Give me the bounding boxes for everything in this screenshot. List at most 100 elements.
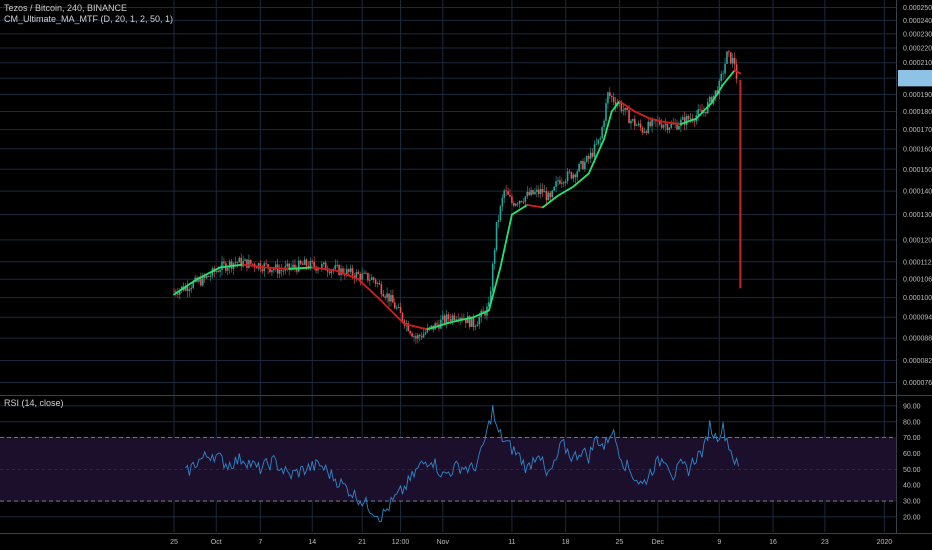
candle-body [559, 180, 561, 184]
candle-body [710, 96, 713, 104]
candle-body [474, 326, 477, 328]
candle-body [513, 202, 515, 206]
candle-body [647, 121, 650, 134]
candle-body [520, 200, 523, 202]
candle-body [303, 259, 306, 265]
candle-body [507, 191, 509, 195]
candle-body [346, 269, 348, 276]
candle-body [202, 275, 204, 286]
indicator-title[interactable]: CM_Ultimate_MA_MTF (D, 20, 1, 2, 50, 1) [4, 14, 174, 24]
candle-body [288, 263, 290, 270]
candle-body [384, 296, 386, 298]
candle-body [547, 192, 550, 201]
time-tick-label: 12:00 [392, 539, 410, 546]
rsi-tick-label: 70.00 [903, 435, 921, 442]
ma-segment [503, 240, 508, 251]
candle-body [495, 222, 498, 250]
candle-body [672, 123, 674, 125]
candle-body [359, 274, 362, 280]
candle-body [589, 152, 592, 159]
candle-body [317, 269, 319, 271]
candle-body [701, 109, 703, 113]
candle-body [244, 259, 246, 261]
candle-body [549, 192, 552, 198]
candle-body [205, 276, 208, 279]
candle-body [666, 123, 669, 131]
candle-body [518, 200, 521, 204]
candle-body [217, 270, 219, 272]
candle-body [417, 335, 419, 339]
ma-segment [509, 213, 513, 225]
rsi-axis[interactable]: 90.00 80.00 70.00 60.00 50.00 40.00 30.00 20.00 [903, 403, 921, 521]
candle-body [580, 161, 582, 164]
ma-segment [737, 71, 742, 75]
candle-body [491, 263, 494, 291]
candle-body [658, 120, 661, 125]
ma-segment [505, 231, 509, 242]
candle-body [190, 287, 193, 290]
symbol-title[interactable]: Tezos / Bitcoin, 240, BINANCE [4, 3, 128, 13]
candle-body [676, 123, 678, 130]
candle-body [541, 188, 544, 193]
candle-body [305, 259, 308, 267]
ma-segment [493, 280, 498, 290]
candle-body [524, 196, 527, 202]
candle-body [697, 109, 699, 116]
candle-body [278, 269, 281, 274]
candle-body [357, 272, 360, 275]
candle-body [670, 123, 673, 128]
candle-body [683, 117, 686, 125]
candle-body [599, 138, 602, 140]
time-tick-label: 16 [769, 539, 777, 546]
candle-body [714, 90, 717, 96]
time-tick-label: 23 [821, 539, 829, 546]
candle-body [630, 120, 632, 124]
candle-body [586, 156, 588, 162]
candle-body [382, 294, 385, 297]
candle-body [186, 286, 189, 292]
candle-body [363, 272, 365, 274]
candle-body [499, 206, 502, 221]
candle-body [557, 180, 559, 182]
candle-body [221, 261, 223, 271]
candle-body [207, 276, 210, 277]
candle-body [234, 262, 237, 264]
candle-body [401, 312, 404, 321]
candle-body [597, 139, 600, 144]
time-tick-label: 11 [508, 539, 515, 546]
candle-body [572, 174, 575, 179]
candle-body [587, 156, 590, 159]
candle-body [578, 163, 580, 172]
candle-body [720, 73, 722, 81]
candle-body [378, 283, 381, 285]
candle-body [505, 190, 507, 192]
candle-body [532, 190, 534, 195]
rsi-title[interactable]: RSI (14, close) [4, 398, 64, 408]
candle-body [248, 259, 250, 268]
candle-body [730, 52, 732, 64]
candle-body [461, 317, 463, 320]
candle-body [415, 336, 417, 339]
candle-body [564, 180, 567, 184]
candle-body [561, 182, 563, 184]
candle-body [223, 261, 225, 264]
candle-body [301, 263, 304, 265]
moving-average [173, 69, 742, 331]
candle-body [261, 269, 264, 272]
candle-body [530, 190, 532, 196]
candle-body [334, 265, 337, 270]
candle-body [722, 73, 724, 75]
candle-body [514, 203, 517, 206]
candle-body [440, 319, 442, 329]
time-axis[interactable]: 25 Oct 7 14 21 12:00 Nov 11 18 25 Dec 9 16 23 2020 [170, 539, 892, 546]
candle-body [538, 189, 540, 194]
current-price-label [898, 70, 932, 81]
candle-body [731, 57, 734, 64]
candle-body [230, 261, 233, 269]
candle-body [269, 268, 271, 273]
candle-body [177, 293, 179, 295]
